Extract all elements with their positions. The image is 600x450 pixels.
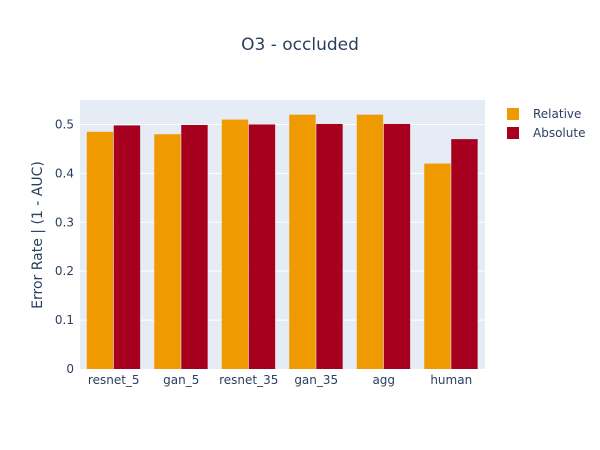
bar-relative-resnet_35[interactable]: [221, 119, 249, 370]
bar-relative-gan_5[interactable]: [154, 134, 181, 369]
legend-label-relative[interactable]: Relative: [533, 107, 581, 121]
legend-swatch-absolute[interactable]: [507, 127, 519, 139]
y-tick-label: 0.3: [55, 215, 74, 229]
plot-area: [80, 100, 485, 369]
y-axis-label: Error Rate | (1 - AUC): [30, 161, 46, 309]
y-tick-label: 0: [66, 362, 74, 376]
bar-relative-resnet_5[interactable]: [86, 131, 114, 369]
bar-absolute-agg[interactable]: [383, 123, 411, 369]
gridlines: [80, 123, 485, 321]
x-tick-label: gan_5: [163, 373, 199, 387]
bar-relative-agg[interactable]: [356, 114, 384, 369]
x-axis-ticks: resnet_5 gan_5 resnet_35 gan_35 agg human: [88, 373, 472, 387]
x-tick-label: resnet_5: [88, 373, 140, 387]
chart-title: O3 - occluded: [241, 35, 359, 55]
y-tick-label: 0.5: [55, 117, 74, 131]
bar-absolute-human[interactable]: [451, 139, 478, 369]
y-tick-label: 0.4: [55, 166, 74, 180]
y-tick-label: 0.1: [55, 313, 74, 327]
x-tick-label: resnet_35: [219, 373, 278, 387]
bar-absolute-resnet_35[interactable]: [248, 124, 276, 369]
bar-relative-gan_35[interactable]: [289, 114, 316, 369]
x-tick-label: agg: [372, 373, 395, 387]
x-tick-label: human: [430, 373, 472, 387]
legend[interactable]: Relative Absolute: [507, 107, 585, 140]
bar-absolute-resnet_5[interactable]: [113, 125, 141, 369]
y-axis-ticks: 0 0.1 0.2 0.3 0.4 0.5: [55, 117, 74, 376]
bar-absolute-gan_5[interactable]: [181, 124, 208, 369]
legend-swatch-relative[interactable]: [507, 108, 519, 120]
x-tick-label: gan_35: [294, 373, 338, 387]
bar-absolute-gan_35[interactable]: [316, 123, 343, 369]
bars: [86, 114, 478, 370]
legend-label-absolute[interactable]: Absolute: [533, 126, 585, 140]
y-tick-label: 0.2: [55, 264, 74, 278]
bar-relative-human[interactable]: [424, 163, 451, 369]
